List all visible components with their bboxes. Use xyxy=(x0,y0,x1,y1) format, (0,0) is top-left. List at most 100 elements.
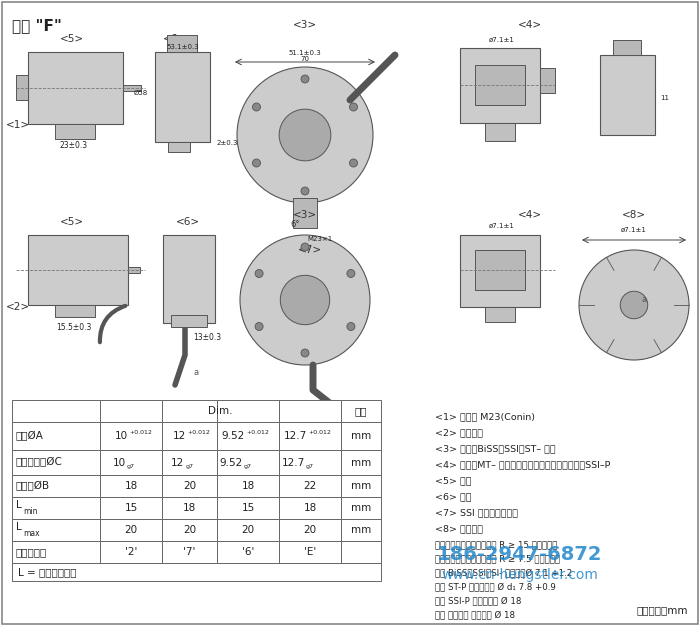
Text: 20: 20 xyxy=(183,525,196,535)
Bar xyxy=(217,422,279,450)
Text: <3> 接口：BiSS、SSI、ST– 并行: <3> 接口：BiSS、SSI、ST– 并行 xyxy=(435,444,556,453)
Bar xyxy=(279,450,341,475)
Text: 23±0.3: 23±0.3 xyxy=(60,141,88,150)
Bar xyxy=(12,541,100,563)
Bar xyxy=(341,475,381,497)
Text: 51.1±0.3: 51.1±0.3 xyxy=(288,50,321,56)
Circle shape xyxy=(237,67,373,203)
Text: 盲轴 "F": 盲轴 "F" xyxy=(12,18,62,33)
Text: 9.52: 9.52 xyxy=(220,458,243,468)
Bar xyxy=(540,68,555,93)
Text: +0.012: +0.012 xyxy=(129,429,152,434)
Bar xyxy=(12,519,100,541)
Text: Ø58: Ø58 xyxy=(134,90,148,96)
Bar xyxy=(460,48,540,123)
Text: 11: 11 xyxy=(660,95,669,101)
Text: <4> 接口：MT– 并行（仅适用电缆）、现场总线、SSI–P: <4> 接口：MT– 并行（仅适用电缆）、现场总线、SSI–P xyxy=(435,460,610,469)
Circle shape xyxy=(301,349,309,357)
Bar xyxy=(162,450,217,475)
Bar xyxy=(167,35,197,52)
Bar xyxy=(55,305,95,317)
Bar xyxy=(171,315,207,327)
Text: mm: mm xyxy=(351,481,371,491)
Text: a: a xyxy=(193,368,198,377)
Bar xyxy=(12,475,100,497)
Text: 15: 15 xyxy=(241,503,255,513)
Text: '6': '6' xyxy=(241,547,254,557)
Text: 53.1±0.3: 53.1±0.3 xyxy=(167,44,200,50)
Bar xyxy=(28,52,123,124)
Text: 15: 15 xyxy=(125,503,138,513)
Bar xyxy=(162,400,217,422)
Bar xyxy=(162,422,217,450)
Text: 20: 20 xyxy=(303,525,316,535)
Text: '7': '7' xyxy=(183,547,196,557)
Text: max: max xyxy=(23,528,40,538)
Text: 单位: 单位 xyxy=(355,406,368,416)
Bar xyxy=(100,475,162,497)
Bar xyxy=(341,497,381,519)
Text: <8> 客户端面: <8> 客户端面 xyxy=(435,524,483,533)
Bar xyxy=(55,124,95,139)
Text: 20: 20 xyxy=(183,481,196,491)
Text: 弹性安装时的电缆弯曲半径 R ≥ 15 倍电缆直径: 弹性安装时的电缆弯曲半径 R ≥ 15 倍电缆直径 xyxy=(435,540,557,549)
Bar xyxy=(217,400,279,422)
Text: 使用 BiSS、SSI、SI- 时的电缆Ø 7.1 +1.2: 使用 BiSS、SSI、SI- 时的电缆Ø 7.1 +1.2 xyxy=(435,568,573,577)
Circle shape xyxy=(620,291,648,319)
Text: <5>: <5> xyxy=(60,217,84,227)
Text: <4>: <4> xyxy=(518,210,542,220)
Text: 9.52: 9.52 xyxy=(222,431,245,441)
Bar xyxy=(155,52,210,142)
Bar xyxy=(341,422,381,450)
Bar xyxy=(12,563,381,581)
Bar xyxy=(162,475,217,497)
Text: 18: 18 xyxy=(303,503,316,513)
Bar xyxy=(100,519,162,541)
Text: ø7.1±1: ø7.1±1 xyxy=(621,227,647,233)
Bar xyxy=(162,519,217,541)
Text: www.cn-hengstler.com: www.cn-hengstler.com xyxy=(442,568,598,582)
Circle shape xyxy=(347,270,355,277)
Text: 轴型号代码: 轴型号代码 xyxy=(16,547,48,557)
Bar xyxy=(475,250,525,290)
Text: <7>: <7> xyxy=(298,245,322,255)
Circle shape xyxy=(279,109,331,161)
Bar xyxy=(279,497,341,519)
Circle shape xyxy=(253,103,260,111)
Circle shape xyxy=(349,159,358,167)
Text: 10: 10 xyxy=(115,431,128,441)
Circle shape xyxy=(240,235,370,365)
Text: 6°: 6° xyxy=(290,220,300,229)
Text: Dim.: Dim. xyxy=(209,406,232,416)
Text: 10: 10 xyxy=(113,458,126,468)
Bar xyxy=(613,40,641,55)
Text: 使用 SSI-P 口时的电缆 Ø 18: 使用 SSI-P 口时的电缆 Ø 18 xyxy=(435,596,522,605)
Text: '2': '2' xyxy=(125,547,137,557)
Bar xyxy=(600,55,655,135)
Text: 20: 20 xyxy=(125,525,138,535)
Text: <6> 径向: <6> 径向 xyxy=(435,492,472,501)
Text: g7: g7 xyxy=(244,464,252,469)
Text: <1>: <1> xyxy=(6,120,30,130)
Bar xyxy=(16,75,28,100)
Bar xyxy=(217,541,279,563)
Circle shape xyxy=(253,159,260,167)
Text: 'E': 'E' xyxy=(304,547,316,557)
Text: 12: 12 xyxy=(174,431,186,441)
Text: L = 连接轴的深度: L = 连接轴的深度 xyxy=(18,567,76,577)
Bar xyxy=(128,267,140,273)
Circle shape xyxy=(280,275,330,325)
Text: 2±0.3: 2±0.3 xyxy=(216,140,238,146)
Bar xyxy=(12,422,100,450)
Text: 固定安装时的电缆弯曲半径 R ≥ 7.5 倍电缆直径: 固定安装时的电缆弯曲半径 R ≥ 7.5 倍电缆直径 xyxy=(435,554,560,563)
Bar xyxy=(217,450,279,475)
Text: 使用 ST-P 口时的电缆 Ø d₁ 7.8 +0.9: 使用 ST-P 口时的电缆 Ø d₁ 7.8 +0.9 xyxy=(435,582,556,591)
Text: 使用 现场总线 时的电缆 Ø 18: 使用 现场总线 时的电缆 Ø 18 xyxy=(435,610,515,619)
Text: 18: 18 xyxy=(241,481,255,491)
Text: g7: g7 xyxy=(186,464,193,469)
Bar xyxy=(12,497,100,519)
Bar xyxy=(217,475,279,497)
Text: 186-2947-6872: 186-2947-6872 xyxy=(438,545,603,565)
Bar xyxy=(460,235,540,307)
Bar xyxy=(217,519,279,541)
